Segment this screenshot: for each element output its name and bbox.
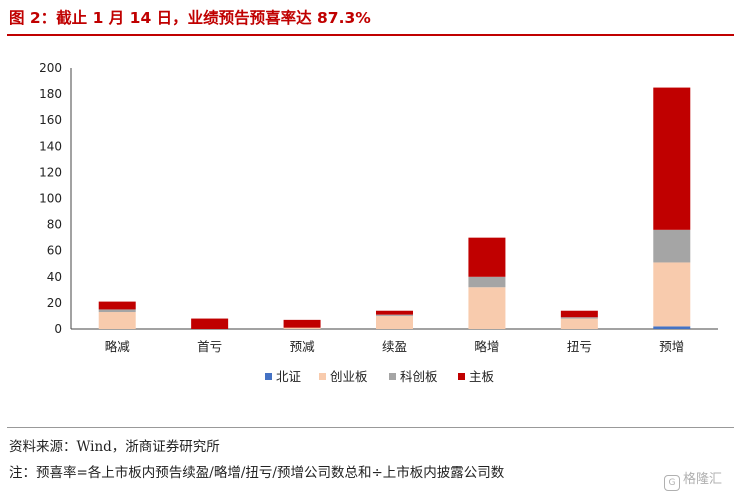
x-tick-label: 预增 (659, 339, 684, 354)
y-tick-label: 80 (47, 218, 62, 232)
bar-segment (98, 312, 136, 329)
stacked-bar-chart: 0 20 40 60 80 100 120 140 160 180 200 略减 首亏 预减 续盈 略增 扭亏 预… (39, 61, 718, 384)
bar-segment (376, 315, 413, 329)
legend-swatch (458, 373, 465, 380)
x-tick-label: 首亏 (197, 339, 222, 354)
x-tick-label: 续盈 (382, 339, 407, 354)
y-tick-label: 180 (39, 87, 62, 101)
legend-label: 北证 (276, 369, 302, 384)
bar-segment (98, 309, 136, 313)
watermark-logo-icon: G (664, 475, 680, 491)
bar-segment (468, 276, 506, 288)
bar-segment (376, 314, 413, 316)
bar-segment (468, 237, 506, 277)
figure-title: 图 2：截止 1 月 14 日，业绩预告预喜率达 87.3% (9, 9, 371, 27)
source-text: 资料来源：Wind，浙商证券研究所 (9, 439, 220, 455)
bar-segment (191, 318, 229, 329)
bar-segment (376, 310, 413, 315)
bar-segment (653, 326, 691, 329)
y-tick-label: 0 (54, 322, 62, 336)
bar-segment (560, 318, 598, 329)
bar-segment (653, 229, 691, 263)
y-tick-label: 40 (47, 270, 62, 284)
y-tick-label: 60 (47, 244, 62, 258)
footer-rule (7, 427, 734, 428)
y-tick-label: 140 (39, 139, 62, 153)
x-tick-label: 略增 (474, 339, 499, 354)
x-tick-label: 略减 (105, 339, 131, 354)
bar-segment (560, 310, 598, 318)
bar-segment (560, 317, 598, 319)
x-tick-label: 预减 (290, 339, 316, 354)
y-tick-label: 200 (39, 61, 62, 75)
bar-segment (653, 262, 691, 327)
legend-swatch (389, 373, 396, 380)
legend-label: 创业板 (330, 369, 368, 384)
y-tick-label: 120 (39, 165, 62, 179)
bar-segment (468, 287, 506, 329)
legend-swatch (319, 373, 326, 380)
bar-segment (98, 301, 136, 310)
y-tick-label: 160 (39, 113, 62, 127)
bar-segment (653, 87, 691, 230)
bar-segment (283, 327, 321, 329)
watermark: G 格隆汇 (664, 468, 722, 491)
note-text: 注：预喜率=各上市板内预告续盈/略增/扭亏/预增公司数总和÷上市板内披露公司数 (9, 465, 505, 481)
y-tick-label: 20 (47, 296, 62, 310)
watermark-text: 格隆汇 (683, 472, 723, 487)
legend-label: 主板 (469, 369, 495, 384)
y-tick-label: 100 (39, 192, 62, 206)
x-tick-label: 扭亏 (567, 339, 592, 354)
legend-label: 科创板 (400, 369, 438, 384)
title-rule (7, 34, 734, 36)
legend-swatch (265, 373, 272, 380)
bar-segment (283, 319, 321, 328)
